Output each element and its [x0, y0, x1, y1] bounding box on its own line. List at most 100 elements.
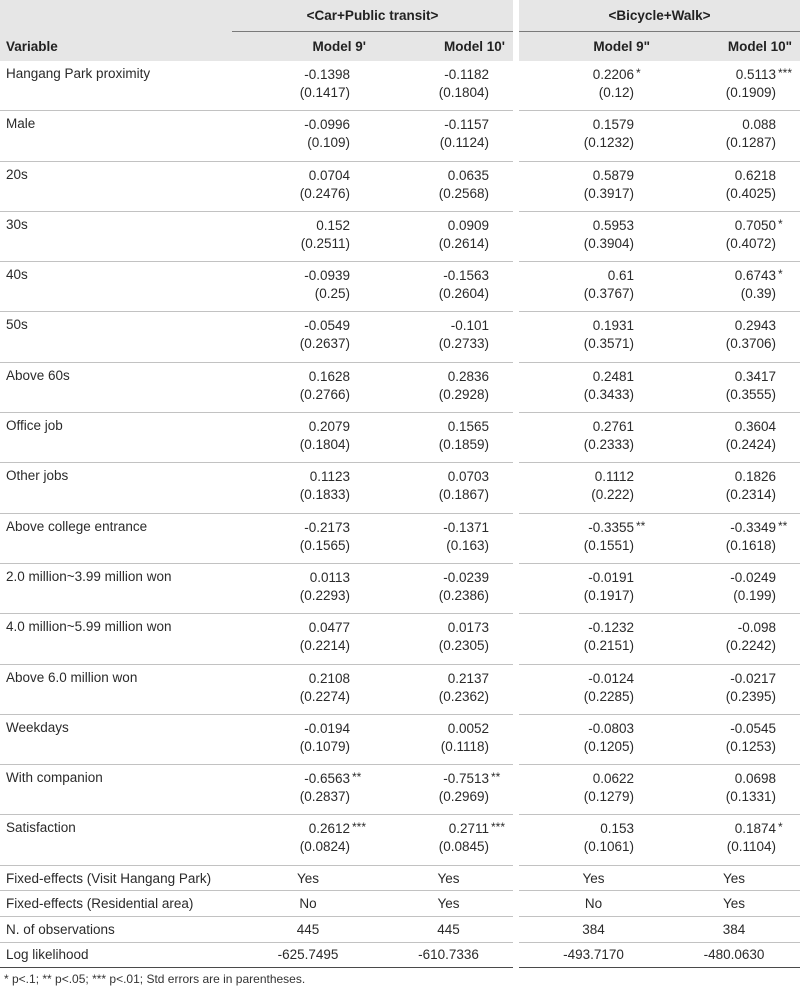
coefficient-cell: 0.1112 (0.222) [513, 462, 658, 514]
variable-name: 30s [0, 211, 232, 263]
std-error-value: (0.1232) [583, 135, 634, 151]
estimate-value: -0.3349 [730, 519, 777, 535]
coefficient-cell: 0.7050 * (0.4072) [658, 211, 800, 263]
std-error-spacer [776, 636, 800, 655]
summary-rows: Fixed-effects (Visit Hangang Park) Yes Yes… [0, 865, 800, 969]
std-error-spacer [776, 435, 800, 454]
significance-stars: ** [491, 770, 501, 785]
coefficient-cell: -0.0217 (0.2395) [658, 664, 800, 715]
significance-stars: * [778, 267, 783, 282]
estimate-value: -0.1398 [304, 67, 350, 82]
estimate-value: 0.5953 [592, 217, 634, 233]
coefficient-rows: Hangang Park proximity -0.1398 (0.1417) -0.… [0, 61, 800, 866]
std-error-value: (0.2362) [438, 688, 489, 704]
coefficient-cell: 0.1579 (0.1232) [513, 110, 658, 162]
estimate-value: 0.1112 [594, 469, 634, 485]
std-error-value: (0.2242) [725, 638, 777, 654]
coefficient-cell: -0.1398 (0.1417) [232, 61, 374, 112]
coefficient-cell: 0.0622 (0.1279) [513, 764, 658, 816]
coefficient-cell: 0.1931 (0.3571) [513, 311, 658, 363]
coefficient-cell: -0.1232 (0.2151) [513, 613, 658, 665]
summary-value: Yes [658, 890, 800, 917]
coefficient-cell: -0.7513 ** (0.2969) [374, 764, 516, 816]
summary-label: N. of observations [0, 916, 232, 943]
std-error-value: (0.2395) [725, 688, 777, 704]
estimate-value: -0.6563 [304, 771, 350, 787]
coefficient-cell: -0.0996 (0.109) [232, 110, 374, 162]
estimate-value: 0.0698 [734, 771, 777, 787]
coefficient-cell: 0.2206 * (0.12) [513, 61, 658, 112]
std-error-spacer [350, 837, 374, 856]
coefficient-cell: 0.2481 (0.3433) [513, 362, 658, 414]
model-header: Model 9' [232, 31, 374, 61]
std-error-spacer [489, 586, 513, 605]
coefficient-cell: 0.3417 (0.3555) [658, 362, 800, 414]
estimate-value: 0.2943 [734, 318, 777, 334]
std-error-spacer [634, 184, 658, 203]
summary-value: 445 [232, 916, 374, 943]
coefficient-cell: -0.1157 (0.1124) [374, 110, 516, 162]
model-header: Model 10" [658, 31, 800, 61]
coefficient-cell: 0.2836 (0.2928) [374, 362, 516, 414]
coefficient-cell: 0.2108 (0.2274) [232, 664, 374, 715]
std-error-spacer [489, 334, 513, 353]
coefficient-cell: 0.1874 * (0.1104) [658, 814, 800, 866]
std-error-value: (0.1618) [725, 537, 777, 553]
coefficient-cell: -0.0124 (0.2285) [513, 664, 658, 715]
estimate-value: 0.3604 [734, 419, 777, 435]
std-error-value: (0.2424) [725, 437, 777, 453]
model-header-row: Variable Model 9' Model 10' Model 9" Mod… [0, 31, 800, 61]
coefficient-cell: 0.5113 *** (0.1909) [658, 61, 800, 112]
model-header: Model 10' [374, 31, 516, 61]
variable-name: 20s [0, 161, 232, 212]
summary-label: Fixed-effects (Visit Hangang Park) [0, 865, 232, 892]
estimate-value: -0.0194 [304, 720, 350, 736]
coefficient-cell: -0.1563 (0.2604) [374, 261, 516, 313]
estimate-value: 0.0703 [447, 469, 489, 485]
std-error-spacer [489, 435, 513, 454]
model-header: Model 9" [513, 31, 658, 61]
variable-name: Above 60s [0, 362, 232, 414]
std-error-value: (0.1124) [439, 135, 489, 151]
summary-row: Fixed-effects (Residential area) No Yes No Y… [0, 890, 800, 917]
std-error-spacer [634, 536, 658, 555]
estimate-value: 0.7050 [734, 217, 777, 233]
summary-row: Fixed-effects (Visit Hangang Park) Yes Yes… [0, 865, 800, 892]
std-error-spacer [634, 234, 658, 253]
std-error-value: (0.163) [446, 537, 489, 553]
std-error-spacer [350, 787, 374, 806]
std-error-spacer [776, 83, 800, 102]
std-error-value: (0.1859) [438, 437, 489, 453]
coefficient-cell: -0.6563 ** (0.2837) [232, 764, 374, 816]
coefficient-cell: 0.0052 (0.1118) [374, 714, 516, 766]
estimate-value: 0.0052 [447, 720, 489, 736]
std-error-value: (0.1909) [725, 85, 777, 100]
std-error-value: (0.1253) [725, 738, 777, 754]
table-row: Office job 0.2079 (0.1804) 0.1565 (0.1859) 0.… [0, 412, 800, 464]
std-error-value: (0.4072) [725, 235, 777, 251]
coefficient-cell: 0.5953 (0.3904) [513, 211, 658, 263]
coefficient-cell: 0.61 (0.3767) [513, 261, 658, 313]
table-footnote: * p<.1; ** p<.05; *** p<.01; Std errors … [4, 972, 306, 986]
std-error-value: (0.2969) [438, 789, 489, 805]
coefficient-cell: -0.2173 (0.1565) [232, 513, 374, 564]
significance-stars: * [636, 66, 641, 80]
variable-name: 4.0 million~5.99 million won [0, 613, 232, 665]
std-error-value: (0.1279) [583, 789, 634, 805]
estimate-value: 0.5113 [735, 67, 777, 82]
estimate-value: 0.2137 [447, 670, 489, 686]
std-error-spacer [776, 687, 800, 706]
variable-column-header: Variable [0, 31, 232, 61]
summary-value: 384 [658, 916, 800, 943]
std-error-value: (0.2511) [300, 235, 350, 251]
estimate-value: -0.0217 [730, 670, 777, 686]
std-error-value: (0.1118) [440, 738, 489, 754]
significance-stars: ** [636, 518, 646, 533]
summary-value: No [513, 890, 658, 917]
coefficient-cell: -0.0249 (0.199) [658, 563, 800, 615]
std-error-spacer [489, 184, 513, 203]
std-error-spacer [776, 536, 800, 555]
coefficient-cell: 0.0477 (0.2214) [232, 613, 374, 665]
estimate-value: 0.2206 [592, 67, 634, 82]
std-error-spacer [489, 636, 513, 655]
